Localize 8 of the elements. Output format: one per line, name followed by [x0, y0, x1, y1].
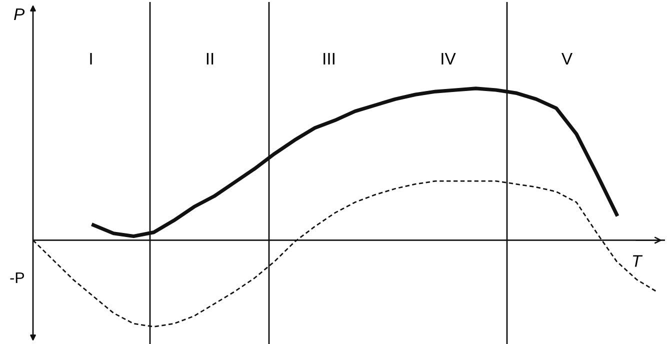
x-axis-title: T — [632, 255, 643, 267]
y-axis-title: P — [14, 8, 25, 20]
text: III — [324, 52, 334, 64]
text: V — [562, 52, 572, 64]
text: -P — [10, 272, 24, 283]
text: I — [90, 52, 92, 64]
text: II — [206, 52, 214, 64]
text: IV — [442, 52, 456, 64]
